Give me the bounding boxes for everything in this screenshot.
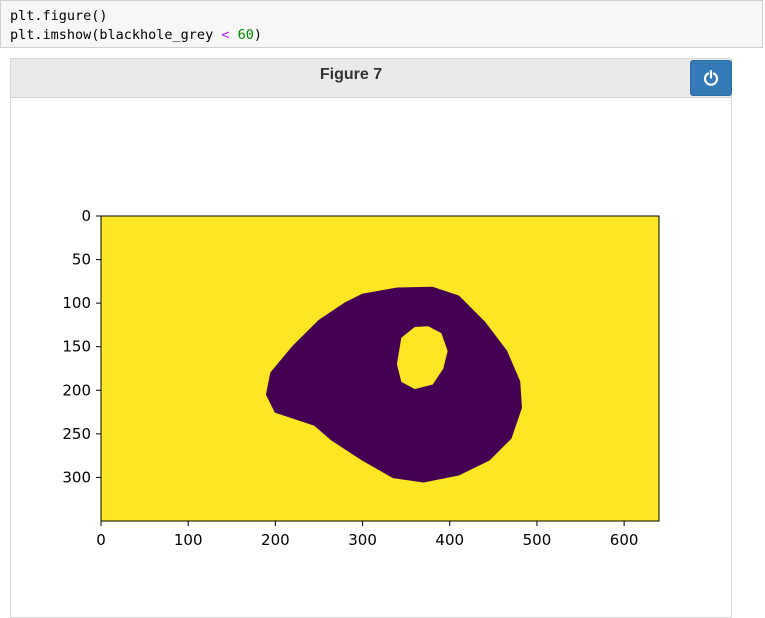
y-tick-label: 150 (62, 338, 91, 356)
image-layer (101, 216, 659, 521)
y-tick-label: 250 (62, 425, 91, 443)
code-text: plt.imshow(blackhole_grey (10, 27, 222, 43)
figure-title: Figure 7 (319, 66, 383, 83)
axes: 0 100 200 300 400 500 600 0 50 100 150 200 250 300 (62, 207, 660, 549)
x-tick-label: 100 (174, 531, 203, 549)
code-line-2: plt.imshow(blackhole_grey < 60) (10, 27, 262, 43)
inner-hole-region (396, 326, 448, 389)
y-tick-label: 0 (81, 207, 91, 225)
y-tick-label: 300 (62, 468, 91, 486)
x-tick-label: 500 (523, 531, 552, 549)
y-tick-label: 200 (62, 381, 91, 399)
code-cell[interactable]: plt.figure() plt.imshow(blackhole_grey <… (0, 0, 763, 48)
x-tick-label: 400 (435, 531, 464, 549)
x-tick-label: 600 (610, 531, 639, 549)
axes-frame (100, 215, 660, 522)
y-tick-label: 50 (72, 251, 91, 269)
x-tick-label: 0 (96, 531, 106, 549)
code-line-1: plt.figure() (10, 8, 108, 24)
code-number: 60 (237, 27, 254, 43)
close-figure-button[interactable] (690, 60, 732, 96)
blob-region (265, 286, 522, 483)
y-tick-label: 100 (62, 294, 91, 312)
code-close-paren: ) (253, 27, 263, 43)
code-operator: < (221, 27, 230, 43)
x-tick-label: 200 (261, 531, 290, 549)
power-icon (703, 70, 719, 86)
figure-header: Figure 7 (11, 59, 732, 98)
x-tick-label: 300 (348, 531, 377, 549)
